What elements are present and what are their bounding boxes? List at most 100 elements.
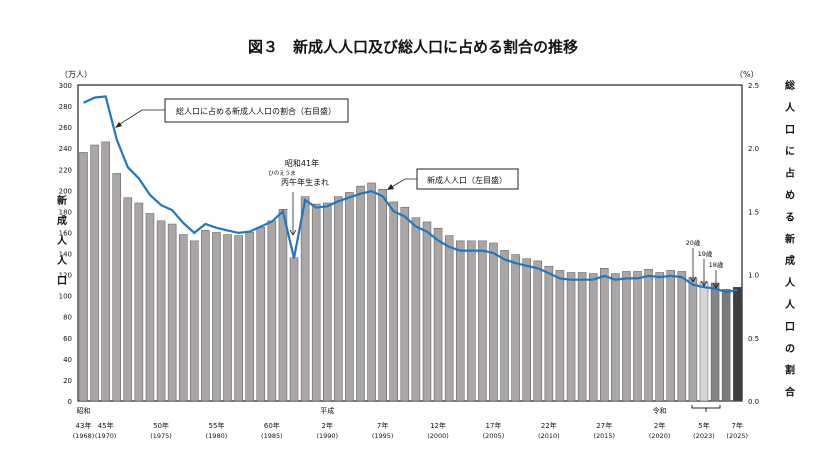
chart-title: 図３ 新成人人口及び総人口に占める割合の推移 [248,38,578,56]
bar-2006 [500,250,509,402]
bar-1990 [323,202,332,402]
bar-2023 [699,281,709,402]
bar-1995 [378,189,387,402]
year-label: 7年 [731,421,742,430]
bar-2000 [433,228,443,402]
right-axis-title-char: 人 [785,101,796,114]
right-axis-title-char: 人 [785,276,796,289]
left-tick-label: 20 [63,377,72,385]
bar-2018 [633,271,642,402]
hinoeuma-year: 昭和41年 [285,158,319,168]
bar-2005 [489,242,498,402]
bar-2013 [577,272,587,402]
right-tick-label: 2.5 [748,82,759,90]
right-axis-title-char: に [785,146,795,158]
year-label: 5年 [698,421,709,430]
age18-label: 18歳 [709,260,724,269]
bar-2023 [710,282,720,402]
right-axis-title-char: 新 [785,232,795,245]
left-tick-label: 40 [63,356,72,364]
bar-1988 [300,196,310,402]
age19-label: 19歳 [698,249,713,258]
right-axis-ticks: 0.0 0.5 1.0 1.5 2.0 2.5 [748,82,759,406]
bar-1998 [411,217,421,402]
left-tick-label: 0 [68,398,72,406]
year-label: 43年 [76,421,92,430]
bar-1980 [212,232,221,402]
left-tick-label: 240 [59,145,72,153]
western-year-label: (2025) [726,432,748,440]
bar-2016 [611,273,620,402]
left-axis-title-char: 新 [57,194,67,207]
hinoeuma-annotation: 昭和41年 ひのえうま 丙午年生まれ [268,158,329,236]
bar-2003 [467,240,476,402]
era-label: 昭和 [77,406,91,415]
right-tick-label: 1.0 [748,272,759,280]
left-tick-label: 140 [59,251,72,259]
bar-2014 [588,273,598,402]
bar-1973 [134,202,144,402]
western-year-label: (1985) [261,432,283,440]
year-label: 2年 [322,421,333,430]
x-axis-labels: 昭和 43年 (1968)45年 (1970) 50年 (1975) 55年 (1980) 60… [73,406,748,440]
western-year-label: (2005) [483,432,505,440]
western-year-label: (2015) [593,432,615,440]
right-axis-title-char: 口 [785,125,795,136]
left-axis-title-char: 人 [57,254,68,267]
left-tick-label: 300 [59,82,72,90]
western-year-label: (1995) [372,432,394,440]
age-annotations: 20歳 19歳 18歳 [686,238,724,289]
bar-2020 [655,272,664,402]
bar-1984 [256,226,266,402]
pop-callout: 新成人人口（左目盛） [387,168,519,190]
bar-2011 [555,270,565,402]
right-axis-title: 総人口に占める新成人人口の割合 [784,79,796,399]
bar-2001 [444,235,454,402]
bar-1976 [167,223,177,402]
bar-1993 [356,185,365,402]
ratio-line [83,95,738,294]
bar-2015 [600,268,609,402]
western-year-label: (1968) [73,432,95,440]
bar-1970 [101,141,110,402]
left-tick-label: 260 [59,124,72,132]
arrow-icon [387,184,394,190]
left-tick-label: 100 [59,293,72,301]
bar-1989 [311,203,321,402]
right-axis-title-char: る [785,211,795,223]
left-axis-title-char: 口 [57,276,67,287]
bar-2009 [533,260,543,402]
bar-2021 [666,270,675,402]
bar-1986 [278,209,288,402]
right-axis-title-char: 総 [785,79,795,92]
left-axis-title-char: 人 [57,234,68,247]
year-label: 2年 [654,421,665,430]
bar-1974 [145,213,155,402]
year-label: 55年 [208,421,224,430]
left-axis-title: 新成人人口 [57,194,68,287]
bar-1981 [223,234,232,402]
western-year-label: (1970) [95,432,117,440]
right-axis-title-char: め [785,190,795,202]
bar-1977 [178,234,188,402]
bar-2010 [544,265,554,402]
right-axis-unit: （%） [735,70,759,79]
year-label: 22年 [541,421,557,430]
bar-1982 [234,235,243,402]
bar-2025 [732,286,742,402]
year-label: 17年 [485,421,501,430]
western-year-label: (2020) [649,432,671,440]
era-label: 平成 [320,406,334,415]
bar-1996 [389,201,398,402]
right-axis-title-char: 占 [785,167,795,180]
age20-label: 20歳 [686,238,701,247]
bracket-2023 [691,405,721,412]
year-label: 50年 [153,421,169,430]
bar-2019 [644,269,653,402]
right-tick-label: 0.5 [748,335,759,343]
bar-1968 [79,152,88,402]
left-tick-label: 160 [59,229,72,237]
right-axis-title-char: 人 [785,298,796,311]
bar-1999 [422,221,432,402]
